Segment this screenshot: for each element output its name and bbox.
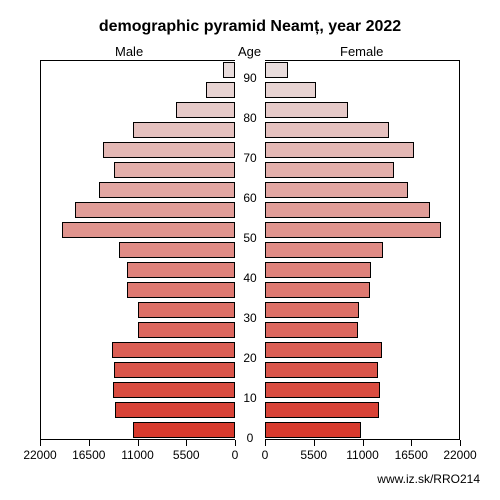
male-bar bbox=[133, 422, 235, 438]
male-bar bbox=[103, 142, 235, 158]
subhead-female: Female bbox=[340, 44, 383, 59]
female-bar bbox=[265, 222, 441, 238]
age-label: 90 bbox=[243, 71, 256, 85]
male-bar bbox=[75, 202, 235, 218]
male-bar bbox=[206, 82, 235, 98]
x-tick-label: 22000 bbox=[23, 448, 56, 462]
age-label: 50 bbox=[243, 231, 256, 245]
subhead-age: Age bbox=[238, 44, 261, 59]
male-bar bbox=[133, 122, 235, 138]
x-tick-label: 0 bbox=[232, 448, 239, 462]
age-label: 10 bbox=[243, 391, 256, 405]
female-bar bbox=[265, 162, 394, 178]
male-bar bbox=[176, 102, 235, 118]
male-bar bbox=[113, 382, 235, 398]
female-bar bbox=[265, 202, 430, 218]
x-tick bbox=[89, 440, 90, 446]
male-bar bbox=[99, 182, 236, 198]
female-bar bbox=[265, 122, 389, 138]
x-tick-label: 5500 bbox=[173, 448, 200, 462]
male-bar bbox=[112, 342, 235, 358]
x-tick-label: 0 bbox=[262, 448, 269, 462]
chart-container: demographic pyramid Neamț, year 2022 Mal… bbox=[0, 0, 500, 500]
female-bar bbox=[265, 402, 379, 418]
age-label: 80 bbox=[243, 111, 256, 125]
subhead-male: Male bbox=[115, 44, 143, 59]
x-tick bbox=[265, 440, 266, 446]
x-tick bbox=[460, 440, 461, 446]
male-bar bbox=[114, 362, 235, 378]
male-bar bbox=[115, 402, 235, 418]
x-tick-label: 16500 bbox=[395, 448, 428, 462]
age-label: 0 bbox=[247, 431, 254, 445]
x-tick bbox=[186, 440, 187, 446]
male-bar bbox=[62, 222, 235, 238]
female-bar bbox=[265, 382, 380, 398]
female-bar bbox=[265, 362, 378, 378]
x-tick bbox=[363, 440, 364, 446]
x-tick bbox=[411, 440, 412, 446]
male-bar bbox=[138, 322, 236, 338]
x-tick-label: 16500 bbox=[72, 448, 105, 462]
x-tick bbox=[138, 440, 139, 446]
male-bar bbox=[119, 242, 235, 258]
female-bar bbox=[265, 282, 370, 298]
x-tick bbox=[314, 440, 315, 446]
age-label: 40 bbox=[243, 271, 256, 285]
age-label: 60 bbox=[243, 191, 256, 205]
female-bar bbox=[265, 262, 371, 278]
chart-title: demographic pyramid Neamț, year 2022 bbox=[0, 18, 500, 36]
age-label: 20 bbox=[243, 351, 256, 365]
male-bar bbox=[114, 162, 235, 178]
female-bar bbox=[265, 342, 382, 358]
x-tick-label: 22000 bbox=[443, 448, 476, 462]
male-bar bbox=[127, 282, 235, 298]
female-bar bbox=[265, 322, 358, 338]
age-label: 70 bbox=[243, 151, 256, 165]
x-tick bbox=[235, 440, 236, 446]
x-tick bbox=[40, 440, 41, 446]
female-bar bbox=[265, 82, 316, 98]
male-bar bbox=[223, 62, 235, 78]
female-bar bbox=[265, 62, 288, 78]
male-bar bbox=[138, 302, 236, 318]
male-bar bbox=[127, 262, 235, 278]
female-bar bbox=[265, 182, 408, 198]
age-label: 30 bbox=[243, 311, 256, 325]
footer-source: www.iz.sk/RRO214 bbox=[377, 472, 480, 486]
female-bar bbox=[265, 142, 414, 158]
female-bar bbox=[265, 102, 348, 118]
x-tick-label: 11000 bbox=[121, 448, 153, 462]
female-bar bbox=[265, 422, 361, 438]
female-bar bbox=[265, 242, 383, 258]
x-tick-label: 11000 bbox=[346, 448, 378, 462]
x-tick-label: 5500 bbox=[300, 448, 327, 462]
female-bar bbox=[265, 302, 359, 318]
